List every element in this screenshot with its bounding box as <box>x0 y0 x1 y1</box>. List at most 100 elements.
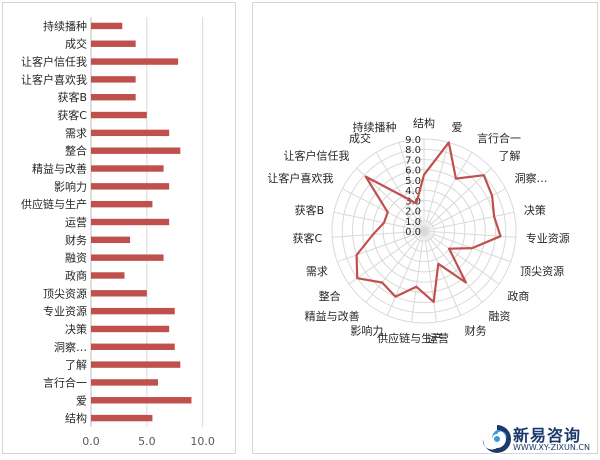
radar-spoke <box>348 230 425 285</box>
bar <box>91 183 170 190</box>
bar-category-label: 精益与改善 <box>32 162 87 176</box>
bar-tick-label: 5.0 <box>138 435 156 448</box>
radar-spoke <box>423 230 500 285</box>
radar-series-line <box>355 141 502 303</box>
radar-spoke <box>375 152 425 232</box>
bar-tick-label: 10.0 <box>190 435 215 448</box>
radar-chart-panel: 0.0 1.0 2.0 3.0 4.0 5.0 6.0 7.0 8.0 9.0 结构爱言行合一 了解洞… <box>252 2 598 454</box>
radar-spoke <box>332 230 425 238</box>
radar-category-label: 政商 <box>507 289 529 303</box>
radar-category-label: 了解 <box>499 148 521 162</box>
radar-category-label: 整合 <box>319 289 341 303</box>
radar-category-label: 成交 <box>349 131 371 145</box>
bar-category-label: 获客C <box>57 108 87 122</box>
bar <box>91 361 181 368</box>
bar-category-label: 结构 <box>65 411 87 425</box>
radar-category-label: 融资 <box>488 310 510 323</box>
radar-category-label: 让客户信任我 <box>283 148 349 162</box>
bar <box>91 397 192 404</box>
bar-category-label: 成交 <box>65 37 87 51</box>
bar <box>91 414 153 422</box>
radar-tick-label: 2.0 <box>405 207 421 218</box>
bar-category-label: 决策 <box>65 322 87 336</box>
bar <box>91 111 147 119</box>
radar-tick-label: 7.0 <box>405 155 421 166</box>
radar-spoke <box>423 230 511 263</box>
bar-category-label: 让客户喜欢我 <box>21 72 87 86</box>
bar <box>91 58 179 65</box>
bar <box>91 325 170 333</box>
bar <box>91 379 158 386</box>
bar-category-label: 影响力 <box>54 180 87 193</box>
bar <box>91 343 175 350</box>
radar-spoke <box>423 230 483 303</box>
bar-tick-label: 0.0 <box>82 435 100 448</box>
radar-category-label: 精益与改善 <box>305 309 360 323</box>
bar-category-label: 持续播种 <box>43 19 87 33</box>
bar <box>91 272 125 279</box>
bar <box>91 236 131 244</box>
brand-logo <box>480 420 600 460</box>
radar-spoke <box>365 230 425 303</box>
radar-tick-label: 6.0 <box>405 166 421 177</box>
radar-category-label: 持续播种 <box>352 120 396 134</box>
bar <box>91 218 170 226</box>
bar-category-label: 洞察… <box>54 340 87 354</box>
radar-category-label: 让客户喜欢我 <box>267 171 333 185</box>
radar-spoke <box>398 142 425 232</box>
radar-category-label: 言行合一 <box>477 131 521 145</box>
bar <box>91 147 181 154</box>
radar-spoke <box>386 230 425 316</box>
radar-tick-label: 9.0 <box>405 135 421 146</box>
radar-category-label: 专业资源 <box>526 231 570 245</box>
radar-category-label: 需求 <box>306 265 328 278</box>
bar-chart-panel: 持续播种 成交 让客户信任我 让客户喜欢我 获客B 获客C 需求 整合 精益与改善 影响力 供应链与… <box>2 2 236 454</box>
bar-category-label: 供应链与生产 <box>21 197 87 211</box>
radar-spoke <box>423 152 473 232</box>
radar-spoke <box>423 142 450 232</box>
bar-category-label: 专业资源 <box>43 304 87 318</box>
radar-tick-label: 4.0 <box>405 186 421 197</box>
bar-category-label: 言行合一 <box>43 375 87 389</box>
bar-category-label: 运营 <box>65 215 87 229</box>
radar-category-label: 供应链与生产 <box>377 331 443 345</box>
logo-url: WWW.XY-ZIXUN.CN <box>513 443 590 452</box>
bar-category-label: 融资 <box>65 252 87 265</box>
bar <box>91 40 136 47</box>
bar-category-label: 顶尖资源 <box>43 286 87 300</box>
radar-spoke <box>423 230 462 316</box>
radar-category-label: 财务 <box>465 324 487 338</box>
radar-spoke <box>342 188 425 232</box>
radar-tick-label: 1.0 <box>405 217 421 228</box>
radar-category-label: 结构 <box>413 116 435 130</box>
radar-category-label: 爱 <box>452 121 463 134</box>
radar-spoke <box>333 211 425 232</box>
radar-category-label: 获客C <box>293 231 323 245</box>
bar-category-label: 需求 <box>65 127 87 140</box>
bar <box>91 76 136 83</box>
bar <box>91 307 175 315</box>
bar <box>91 290 147 297</box>
bar-category-label: 整合 <box>65 144 87 158</box>
logo-title: 新易咨询 <box>513 426 582 445</box>
bar-category-label: 让客户信任我 <box>21 55 87 69</box>
bar-category-label: 财务 <box>65 233 87 247</box>
radar-spoke <box>410 230 425 323</box>
bar <box>91 94 136 101</box>
radar-category-label: 决策 <box>524 203 546 217</box>
radar-spoke <box>423 167 492 232</box>
radar-tick-label: 0.0 <box>405 227 421 238</box>
radar-category-label: 洞察… <box>515 171 548 185</box>
bar <box>91 165 164 172</box>
radar-category-label: 运营 <box>427 331 449 345</box>
radar-category-label: 获客B <box>295 203 325 217</box>
bar <box>91 200 153 208</box>
radar-category-label: 顶尖资源 <box>520 264 564 278</box>
radar-spoke <box>423 211 515 232</box>
bar <box>91 254 164 261</box>
bar-category-label: 政商 <box>65 268 87 282</box>
radar-tick-label: 8.0 <box>405 145 421 156</box>
radar-tick-label: 5.0 <box>405 176 421 187</box>
swirl-logo-icon <box>482 424 512 454</box>
